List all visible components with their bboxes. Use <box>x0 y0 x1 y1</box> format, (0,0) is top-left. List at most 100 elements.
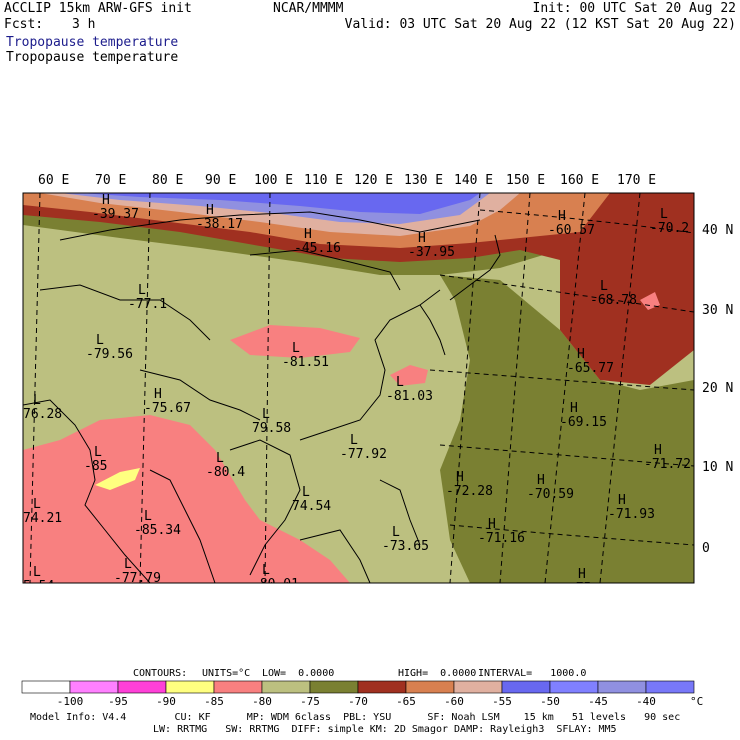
colorbar-tick-label: -45 <box>588 695 608 708</box>
extremum-value: -80.01 <box>252 577 299 592</box>
extremum-value: -77.79 <box>114 571 161 586</box>
longitude-label: 130 E <box>404 173 443 188</box>
extremum-type: H <box>304 227 312 242</box>
latitude-label-group: 40 N 30 N 20 N 10 N 0 <box>702 223 733 556</box>
colorbar-cell <box>213 680 263 694</box>
coast-south-asia <box>23 399 151 583</box>
latitude-label: 0 <box>702 541 710 556</box>
extremum-value: -80.4 <box>206 465 245 480</box>
extremum-type: H <box>618 493 626 508</box>
colorbar-tick-label: -70 <box>348 695 368 708</box>
extremum-value: -70.59 <box>527 487 574 502</box>
model-info-line-1: Model Info: V4.4 CU: KF MP: WDM 6class P… <box>30 712 681 723</box>
colorbar-cell <box>645 680 695 694</box>
colorbar-tick-label: -100 <box>57 695 84 708</box>
tropopause-temperature-map: 60 E 70 E 80 E 90 E 100 E 110 E 120 E 13… <box>22 173 733 596</box>
extremum-type: H <box>456 470 464 485</box>
extremum-value: -60.57 <box>548 223 595 238</box>
region-m85-m80-tibet <box>230 325 360 358</box>
extremum-value: 76.28 <box>23 407 62 422</box>
longitude-line-160e <box>544 193 586 583</box>
colorbar-tick-label: -50 <box>540 695 560 708</box>
colorbar-tick-label: -40 <box>636 695 656 708</box>
extremum-type: L <box>302 485 310 500</box>
extremum-value: -79.56 <box>86 347 133 362</box>
extremum-value: 74.54 <box>292 499 331 514</box>
longitude-label: 90 E <box>205 173 236 188</box>
extrema-labels: H-39.37 H-38.17H-45.16H-37.95H-60.57L-70.… <box>23 193 691 596</box>
coast-japan <box>449 234 501 301</box>
colorbar-cell <box>405 680 455 694</box>
interval-label: INTERVAL= 1000.0 <box>478 668 587 679</box>
border-russia <box>59 211 481 241</box>
coast-indochina <box>229 439 301 576</box>
colorbar-tick-label: -90 <box>156 695 176 708</box>
extremum-type: L <box>144 509 152 524</box>
colorbar-cells <box>21 680 695 694</box>
extremum-value: -71.93 <box>608 507 655 522</box>
longitude-label: 110 E <box>304 173 343 188</box>
latitude-label: 40 N <box>702 223 733 238</box>
coast-india <box>149 469 216 583</box>
extremum-value: 5.54 <box>23 579 54 594</box>
map-frame <box>22 192 695 584</box>
extremum-type: H <box>558 209 566 224</box>
colorbar-tick-label: -75 <box>300 695 320 708</box>
longitude-label-group: 60 E 70 E 80 E 90 E 100 E 110 E 120 E 13… <box>38 173 656 188</box>
latitude-line-0 <box>449 524 694 546</box>
longitude-line-170e <box>599 193 641 583</box>
colorbar-unit: °C <box>690 695 703 708</box>
valid-time: Valid: 03 UTC Sat 20 Aug 22 (12 KST Sat … <box>344 17 736 32</box>
extremum-type: H <box>102 193 110 208</box>
extremum-type: L <box>33 497 41 512</box>
model-title: ACCLIP 15km ARW-GFS init <box>4 1 192 16</box>
longitude-label: 140 E <box>454 173 493 188</box>
contours-label: CONTOURS: <box>133 668 188 679</box>
coast-borneo <box>299 529 371 583</box>
low-label: LOW= 0.0000 <box>262 668 335 679</box>
extremum-value: -85 <box>84 459 107 474</box>
latitude-line-40n <box>479 209 694 234</box>
colorbar-cell <box>453 680 503 694</box>
colorbar-cell <box>69 680 119 694</box>
coast-philippines <box>379 479 421 546</box>
extremum-type: H <box>654 443 662 458</box>
extremum-value: -81.51 <box>282 355 329 370</box>
longitude-label: 100 E <box>254 173 293 188</box>
latitude-label: 20 N <box>702 381 733 396</box>
extremum-type: H <box>418 231 426 246</box>
extremum-type: H <box>488 517 496 532</box>
extremum-type: L <box>138 283 146 298</box>
longitude-line-60e <box>29 193 41 583</box>
longitude-line-140e <box>449 193 481 583</box>
colorbar-tick-label: -55 <box>492 695 512 708</box>
model-info-line-2: LW: RRTMG SW: RRTMG DIFF: simple KM: 2D … <box>153 724 617 735</box>
extremum-type: H <box>537 473 545 488</box>
units-label: UNITS=°C <box>202 668 251 679</box>
extremum-value: -81.03 <box>386 389 433 404</box>
extremum-value: -77.92 <box>340 447 387 462</box>
high-label: HIGH= 0.0000 <box>398 668 477 679</box>
extremum-type: L <box>292 341 300 356</box>
extremum-value: -37.95 <box>408 245 455 260</box>
fcst-value: 3 h <box>72 17 96 32</box>
extremum-type: L <box>33 393 41 408</box>
border-mongolia <box>249 249 401 291</box>
extremum-type: L <box>262 407 270 422</box>
colorbar-cell <box>357 680 407 694</box>
extremum-value: 74.21 <box>23 511 62 526</box>
colorbar-cell <box>165 680 215 694</box>
border-india-china <box>139 369 261 421</box>
longitude-line-100e <box>264 193 271 583</box>
extremum-type: L <box>96 333 104 348</box>
longitude-label: 150 E <box>506 173 545 188</box>
colorbar-cell <box>117 680 167 694</box>
init-time: Init: 00 UTC Sat 20 Aug 22 <box>532 1 737 16</box>
extremum-value: -75.67 <box>144 401 191 416</box>
longitude-label: 170 E <box>617 173 656 188</box>
colorbar-cell <box>549 680 599 694</box>
region-m75-m70-east <box>440 275 694 583</box>
extremum-type: H <box>570 401 578 416</box>
coast-korea <box>419 304 446 356</box>
extremum-value: -75 <box>568 581 591 596</box>
